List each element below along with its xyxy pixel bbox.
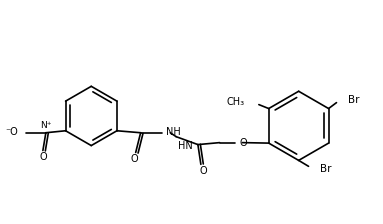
Text: HN: HN xyxy=(178,141,193,151)
Text: NH: NH xyxy=(166,127,181,137)
Text: N⁺: N⁺ xyxy=(40,121,52,130)
Text: O: O xyxy=(39,152,47,162)
Text: ⁻O: ⁻O xyxy=(5,127,18,137)
Text: Br: Br xyxy=(321,164,332,174)
Text: O: O xyxy=(239,138,247,148)
Text: Br: Br xyxy=(349,95,360,105)
Text: CH₃: CH₃ xyxy=(227,97,245,107)
Text: O: O xyxy=(199,166,207,176)
Text: O: O xyxy=(131,154,139,164)
